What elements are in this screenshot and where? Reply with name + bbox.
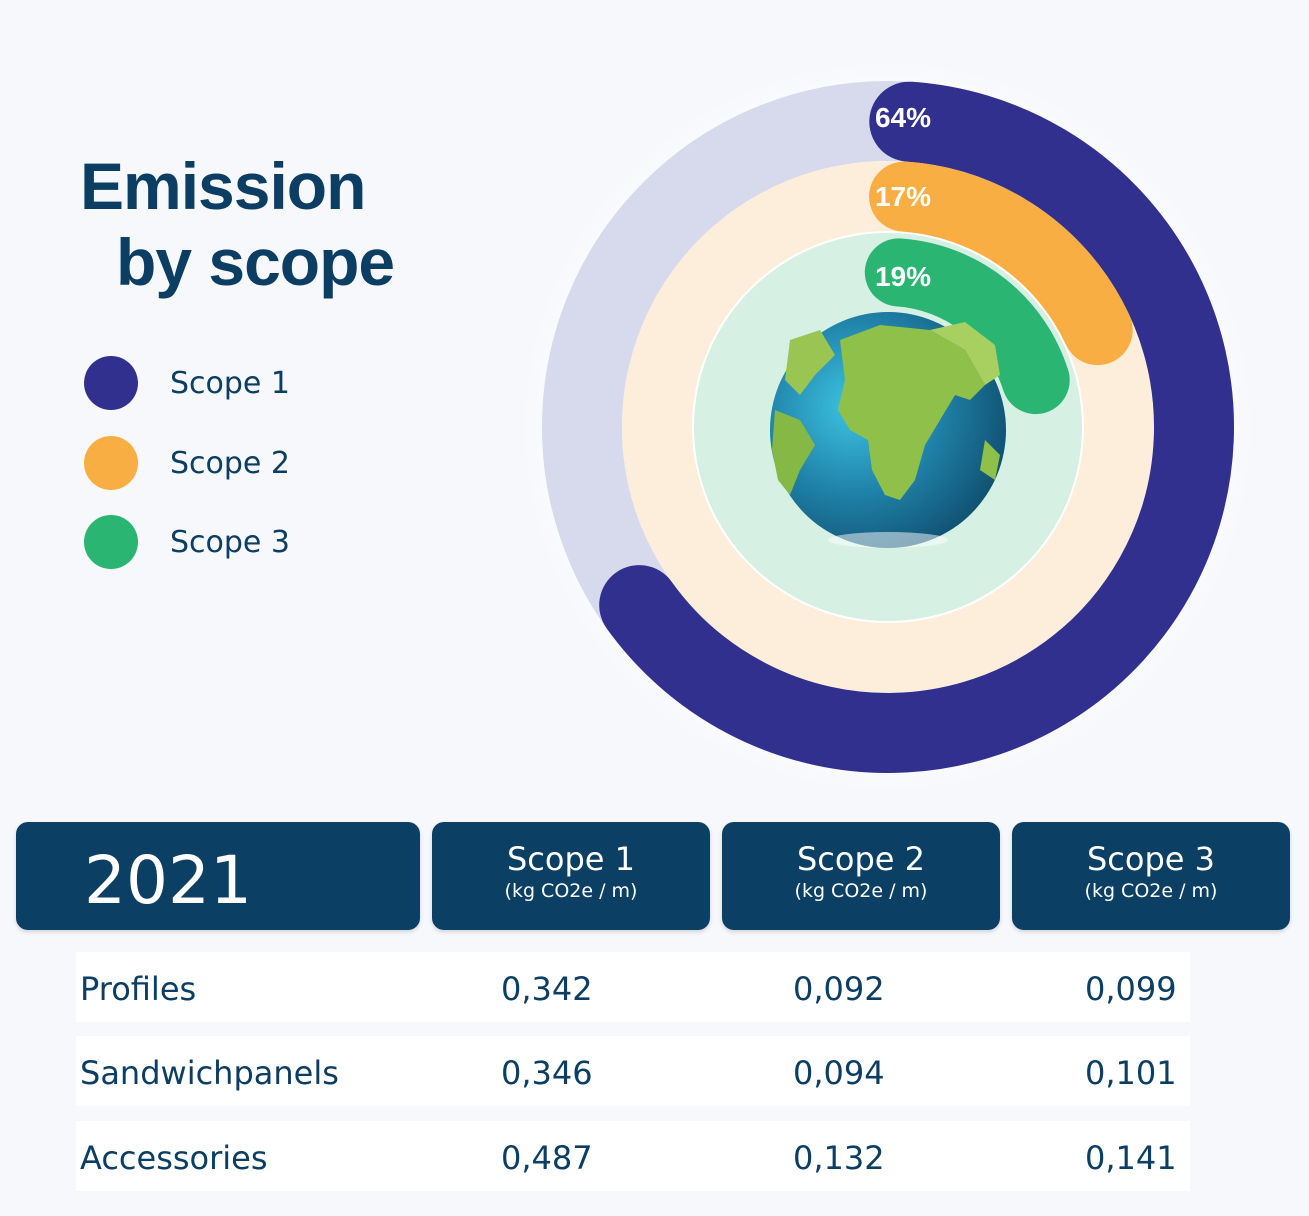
row-label: Accessories: [80, 1139, 268, 1177]
col-scope2-unit: (kg CO2e / m): [794, 880, 928, 902]
col-scope3-unit: (kg CO2e / m): [1084, 880, 1218, 902]
table-year: 2021: [84, 842, 252, 919]
col-scope3-name: Scope 3: [1086, 840, 1215, 878]
cell-scope1: 0,487: [501, 1139, 593, 1177]
cell-scope2: 0,132: [793, 1139, 885, 1177]
row-label: Sandwichpanels: [80, 1054, 339, 1092]
cell-scope1: 0,342: [501, 970, 593, 1008]
globe-icon: [770, 312, 1006, 548]
scope1-value-label: 64%: [875, 102, 931, 133]
cell-scope2: 0,092: [793, 970, 885, 1008]
table-row: Profiles 0,342 0,092 0,099: [76, 952, 1190, 1022]
legend-dot-scope2: [84, 436, 138, 490]
col-scope1-name: Scope 1: [506, 840, 635, 878]
scope3-value-label: 19%: [875, 261, 931, 292]
legend-dot-scope3: [84, 515, 138, 569]
cell-scope3: 0,099: [1085, 970, 1177, 1008]
table-row: Accessories 0,487 0,132 0,141: [76, 1121, 1190, 1191]
legend-label-scope3: Scope 3: [170, 525, 291, 560]
col-scope2-name: Scope 2: [796, 840, 925, 878]
cell-scope3: 0,141: [1085, 1139, 1177, 1177]
legend-item-scope2: Scope 2: [84, 436, 444, 490]
cell-scope3: 0,101: [1085, 1054, 1177, 1092]
cell-scope1: 0,346: [501, 1054, 593, 1092]
scope1-arc: [599, 81, 1234, 773]
table-header-scope1: Scope 1 (kg CO2e / m): [432, 822, 710, 930]
title-line1: Emission: [80, 149, 366, 223]
scope2-value-label: 17%: [875, 181, 931, 212]
table-header-year: 2021: [16, 822, 420, 930]
row-label: Profiles: [80, 970, 197, 1008]
legend-item-scope3: Scope 3: [84, 515, 444, 569]
table-header-scope3: Scope 3 (kg CO2e / m): [1012, 822, 1290, 930]
legend-item-scope1: Scope 1: [84, 356, 444, 410]
page-title: Emission by scope: [80, 148, 395, 300]
legend-dot-scope1: [84, 356, 138, 410]
title-line2: by scope: [116, 225, 395, 299]
scope3-arc: [864, 238, 1070, 415]
legend-label-scope1: Scope 1: [170, 366, 291, 401]
legend-label-scope2: Scope 2: [170, 446, 291, 481]
radial-chart: 64% 17% 19%: [503, 42, 1273, 800]
cell-scope2: 0,094: [793, 1054, 885, 1092]
table-header-scope2: Scope 2 (kg CO2e / m): [722, 822, 1000, 930]
table-row: Sandwichpanels 0,346 0,094 0,101: [76, 1036, 1190, 1106]
col-scope1-unit: (kg CO2e / m): [504, 880, 638, 902]
scope2-arc: [869, 161, 1133, 366]
